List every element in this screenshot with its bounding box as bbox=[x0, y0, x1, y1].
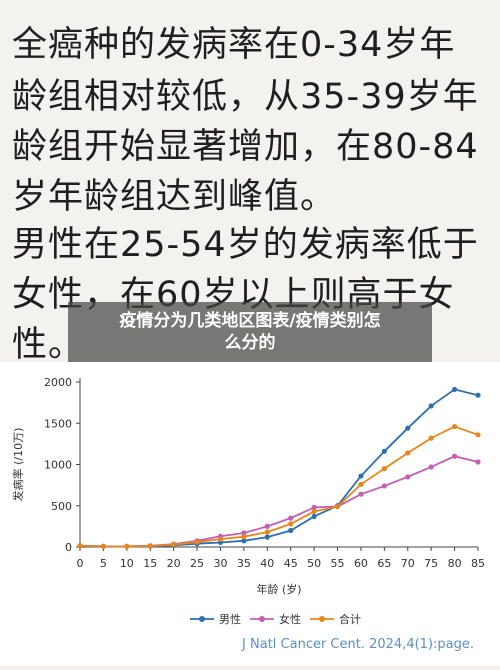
note-line: 岁年龄组达到峰值。 bbox=[12, 177, 337, 217]
banner-line: 疫情分为几类地区图表/疫情类别怎 bbox=[119, 311, 381, 331]
data-point bbox=[405, 450, 411, 456]
data-point bbox=[124, 543, 130, 549]
legend-label: 男性 bbox=[219, 612, 241, 626]
x-tick-label: 75 bbox=[424, 557, 438, 570]
x-tick-label: 35 bbox=[237, 557, 251, 570]
data-point bbox=[241, 530, 247, 536]
data-point bbox=[217, 536, 224, 542]
data-point bbox=[475, 459, 481, 465]
data-point bbox=[358, 491, 364, 497]
x-tick-label: 5 bbox=[100, 557, 107, 570]
x-axis-label: 年龄 (岁) bbox=[256, 582, 301, 596]
data-point bbox=[428, 464, 434, 470]
data-point bbox=[451, 453, 458, 459]
data-point bbox=[100, 543, 107, 549]
note-line: 龄组开始显著增加，在80-84 bbox=[12, 127, 479, 167]
y-tick-label: 1500 bbox=[44, 417, 72, 430]
x-tick-label: 80 bbox=[448, 557, 462, 570]
y-axis-label: 发病率 (/10万) bbox=[11, 428, 25, 502]
x-tick-label: 50 bbox=[307, 557, 321, 570]
legend-label: 女性 bbox=[279, 612, 301, 626]
legend-swatch-marker bbox=[319, 616, 325, 622]
data-point bbox=[264, 534, 270, 540]
data-point bbox=[77, 543, 83, 549]
x-tick-label: 45 bbox=[284, 557, 298, 570]
x-tick-label: 55 bbox=[331, 557, 345, 570]
data-point bbox=[475, 432, 481, 438]
x-tick-label: 85 bbox=[471, 557, 485, 570]
data-point bbox=[264, 529, 270, 535]
data-point bbox=[241, 538, 247, 544]
data-point bbox=[288, 527, 294, 534]
source-citation: J Natl Cancer Cent. 2024,4(1):page. bbox=[241, 637, 474, 652]
x-tick-label: 30 bbox=[213, 557, 227, 570]
data-point bbox=[334, 503, 341, 510]
legend-swatch-marker bbox=[199, 616, 205, 622]
data-point bbox=[311, 513, 317, 520]
y-tick-label: 1000 bbox=[44, 459, 72, 472]
x-tick-label: 10 bbox=[120, 557, 134, 570]
x-tick-label: 40 bbox=[260, 557, 274, 570]
data-point bbox=[171, 542, 177, 548]
y-tick-label: 2000 bbox=[44, 376, 72, 389]
x-tick-label: 15 bbox=[143, 557, 157, 570]
x-tick-label: 60 bbox=[354, 557, 368, 570]
data-point bbox=[264, 523, 270, 529]
y-tick-label: 0 bbox=[65, 541, 72, 554]
x-tick-label: 25 bbox=[190, 557, 204, 570]
series-line bbox=[79, 425, 479, 548]
data-point bbox=[451, 423, 458, 430]
data-point bbox=[405, 474, 411, 480]
data-point bbox=[358, 473, 364, 479]
chart-panel: 0 500 1000 1500 2000 0 5 10 15 20 25 30 35 40 45 50 55 60… bbox=[0, 362, 500, 666]
data-point bbox=[381, 483, 387, 489]
x-tick-label: 20 bbox=[167, 557, 181, 570]
x-tick-label: 70 bbox=[401, 557, 415, 570]
legend-swatch-marker bbox=[259, 616, 265, 622]
data-point bbox=[311, 508, 317, 515]
data-point bbox=[381, 448, 387, 454]
title-banner: 疫情分为几类地区图表/疫情类别怎 么分的 bbox=[68, 302, 432, 362]
data-point bbox=[358, 481, 364, 487]
data-point bbox=[288, 521, 294, 527]
data-point bbox=[428, 435, 434, 441]
incidence-line-chart: 0 500 1000 1500 2000 0 5 10 15 20 25 30 35 40 45 50 55 60… bbox=[11, 376, 485, 652]
note-line: 男性在25-54岁的发病率低于 bbox=[12, 225, 479, 265]
x-tick-label: 65 bbox=[377, 557, 391, 570]
series-line bbox=[79, 455, 479, 548]
data-point bbox=[288, 515, 294, 521]
banner-line: 么分的 bbox=[224, 333, 276, 353]
x-tick-label: 0 bbox=[77, 557, 84, 570]
note-line: 龄组相对较低，从35-39岁年 bbox=[12, 77, 479, 117]
handwritten-notes: 全癌种的发病率在0-34岁年 龄组相对较低，从35-39岁年 龄组开始显著增加，… bbox=[12, 25, 479, 364]
data-point bbox=[241, 534, 247, 540]
data-point bbox=[381, 466, 387, 472]
legend-label: 合计 bbox=[339, 612, 361, 626]
y-tick-label: 500 bbox=[51, 500, 72, 513]
data-point bbox=[194, 539, 200, 545]
data-point bbox=[428, 403, 434, 409]
data-point bbox=[405, 425, 411, 431]
data-point bbox=[311, 504, 317, 510]
data-point bbox=[451, 386, 458, 393]
data-point bbox=[147, 543, 153, 549]
note-line: 全癌种的发病率在0-34岁年 bbox=[12, 25, 456, 65]
data-point bbox=[475, 392, 481, 398]
